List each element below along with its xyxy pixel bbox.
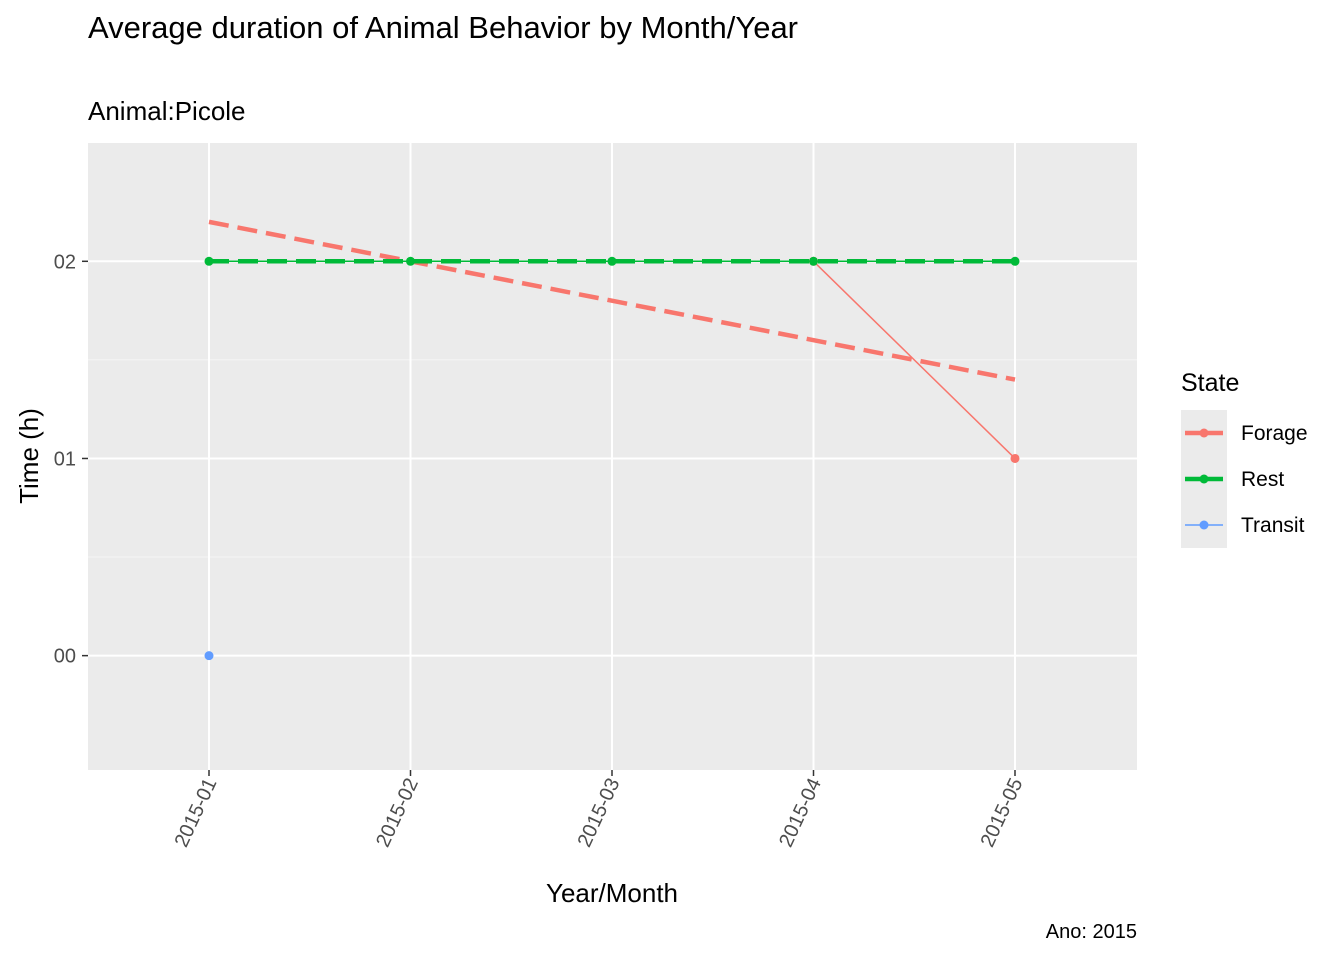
chart-subtitle: Animal:Picole [88, 96, 246, 126]
chart-title: Average duration of Animal Behavior by M… [88, 10, 799, 45]
trend-line-forage [208, 219, 1016, 382]
data-point-rest [607, 256, 617, 266]
gridlines [88, 143, 1137, 770]
legend-key-point [1199, 428, 1209, 438]
data-point-rest [809, 256, 818, 266]
x-tick-label: 2015-03 [574, 775, 625, 851]
x-axis-label: Year/Month [546, 878, 678, 908]
y-tick-label: 01 [54, 448, 76, 470]
legend-label: Forage [1241, 422, 1308, 445]
y-tick-label: 00 [54, 646, 76, 668]
legend-title: State [1181, 369, 1239, 397]
data-point-transit [204, 651, 214, 661]
legend: State Forage Rest Transit [1181, 369, 1308, 548]
y-tick-label: 02 [54, 251, 76, 273]
chart-caption: Ano: 2015 [1045, 921, 1137, 943]
x-tick-label: 2015-01 [171, 775, 222, 851]
legend-label: Rest [1241, 468, 1284, 491]
data-point-rest [204, 256, 214, 266]
x-tick-label: 2015-05 [977, 775, 1028, 851]
series-points [204, 256, 1020, 661]
data-point-forage [1010, 453, 1020, 463]
x-tick-label: 2015-02 [372, 775, 423, 851]
x-axis: 2015-01 2015-02 2015-03 2015-04 2015-05 [171, 770, 1028, 851]
series-line-forage [812, 260, 1016, 460]
legend-key-point [1199, 474, 1209, 484]
legend-key-point [1199, 520, 1209, 530]
legend-label: Transit [1241, 514, 1305, 537]
y-axis: 00 01 02 [54, 251, 88, 668]
y-axis-label: Time (h) [14, 408, 44, 504]
data-point-rest [406, 256, 415, 266]
data-point-rest [1010, 256, 1020, 266]
x-tick-label: 2015-04 [775, 775, 826, 851]
